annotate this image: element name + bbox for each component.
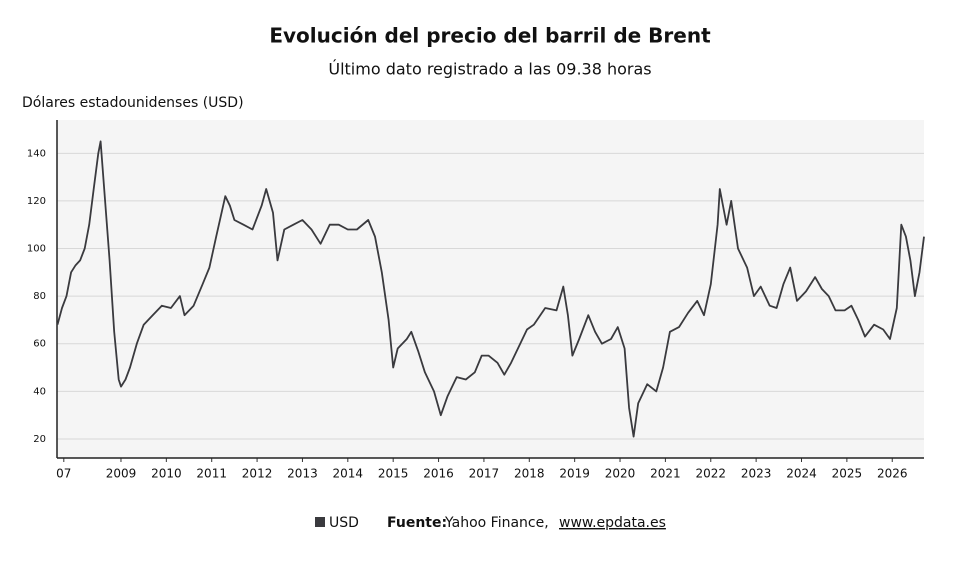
y-tick-label: 60: [33, 339, 46, 350]
x-tick-label: 2022: [695, 467, 726, 481]
x-tick-label: 2018: [514, 467, 545, 481]
x-tick-label: 2019: [559, 467, 590, 481]
x-tick-label: 2021: [650, 467, 681, 481]
y-tick-label: 80: [33, 291, 46, 302]
y-tick-label: 100: [27, 244, 46, 255]
x-tick-label: 2025: [832, 467, 863, 481]
y-tick-label: 20: [33, 434, 46, 445]
x-tick-label: 2014: [333, 467, 364, 481]
chart-subtitle: Último dato registrado a las 09.38 horas: [328, 60, 651, 79]
source-label: Fuente:: [387, 515, 447, 531]
x-tick-label: 2020: [605, 467, 636, 481]
x-tick-label: 2009: [106, 467, 137, 481]
y-tick-label: 120: [27, 196, 46, 207]
x-tick-label: 2023: [741, 467, 772, 481]
y-tick-label: 40: [33, 386, 46, 397]
x-tick-label: 2013: [287, 467, 318, 481]
x-tick-label: 2017: [469, 467, 500, 481]
y-axis-label: Dólares estadounidenses (USD): [22, 95, 244, 111]
line: [56, 140, 925, 438]
x-tick-label: 2026: [877, 467, 908, 481]
x-tick-label: 2024: [786, 467, 817, 481]
x-tick-label: 2010: [151, 467, 182, 481]
legend-label: USD: [329, 515, 359, 531]
source: Yahoo Finance,: [444, 515, 549, 531]
y-tick-label: 140: [27, 148, 46, 159]
source-link[interactable]: www.epdata.es: [559, 515, 666, 531]
x-tick-label: 2016: [423, 467, 454, 481]
x-tick-label: 2012: [242, 467, 273, 481]
chart-title: Evolución del precio del barril de Brent: [269, 24, 711, 48]
legend: USD: [315, 515, 359, 531]
x-tick-label: 07: [56, 467, 71, 481]
x-tick-label: 2011: [196, 467, 227, 481]
x-tick-label: 2015: [378, 467, 409, 481]
legend-swatch: [315, 517, 325, 527]
